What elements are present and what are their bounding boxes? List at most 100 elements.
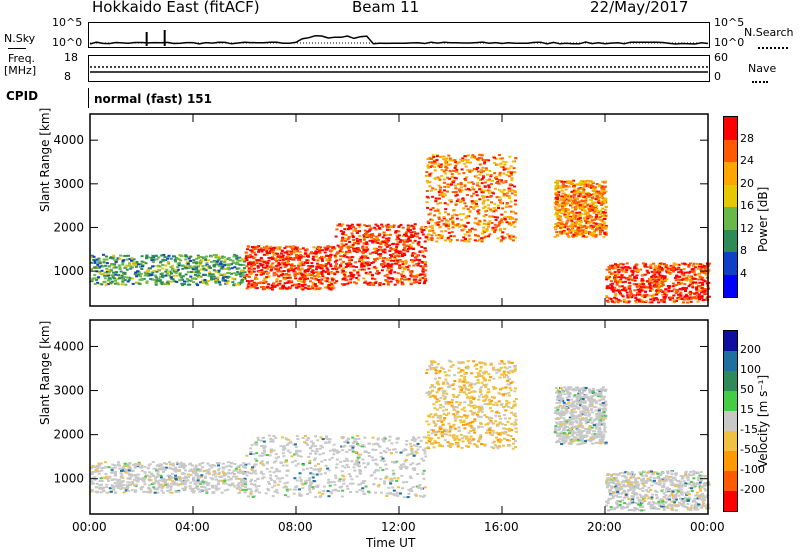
data-cell (93, 277, 97, 280)
data-cell (556, 208, 560, 211)
data-cell (192, 261, 196, 264)
data-cell (137, 263, 140, 266)
data-cell (117, 264, 121, 267)
data-cell (116, 486, 120, 489)
data-cell (225, 275, 228, 278)
data-cell (118, 485, 122, 488)
data-cell (422, 282, 426, 285)
data-cell (290, 253, 293, 256)
data-cell (592, 222, 596, 224)
data-cell (252, 264, 255, 267)
data-cell (602, 225, 606, 228)
data-cell (413, 231, 416, 233)
data-cell (271, 258, 275, 261)
data-cell (155, 469, 159, 472)
data-cell (229, 472, 233, 475)
data-cell (381, 260, 385, 263)
data-cell (591, 189, 595, 192)
data-cell (687, 264, 691, 267)
data-cell (443, 211, 447, 214)
data-cell (245, 265, 249, 268)
data-cell (572, 179, 576, 182)
data-cell (358, 234, 362, 237)
data-cell (273, 484, 277, 487)
data-cell (426, 165, 430, 168)
data-cell (205, 490, 209, 493)
data-cell (201, 479, 205, 482)
data-cell (167, 262, 171, 265)
data-cell (677, 298, 681, 300)
data-cell (133, 484, 136, 487)
data-cell (470, 195, 474, 198)
data-cell (589, 232, 593, 235)
data-cell (159, 464, 162, 467)
data-cell (498, 220, 502, 223)
data-cell (210, 273, 214, 276)
data-cell (604, 197, 608, 200)
data-cell (469, 206, 473, 208)
data-cell (188, 485, 192, 488)
data-cell (385, 228, 389, 231)
data-cell (109, 281, 113, 284)
data-cell (487, 225, 490, 228)
data-cell (573, 186, 576, 189)
data-cell (108, 487, 112, 490)
data-cell (318, 248, 321, 251)
data-cell (330, 278, 334, 281)
data-cell (620, 274, 624, 277)
data-cell (234, 469, 238, 472)
data-cell (98, 262, 102, 265)
data-cell (210, 278, 213, 281)
data-cell (591, 225, 595, 228)
data-cell (578, 214, 582, 216)
data-cell (307, 265, 311, 268)
data-cell (234, 467, 238, 470)
data-cell (118, 266, 122, 269)
data-cell (121, 263, 125, 266)
data-cell (466, 221, 470, 224)
data-cell (363, 445, 366, 448)
data-cell (95, 278, 99, 281)
data-cell (262, 271, 266, 274)
data-cell (90, 280, 94, 283)
data-cell (299, 255, 303, 258)
data-cell (342, 267, 345, 270)
data-cell (591, 201, 594, 204)
data-cell (185, 280, 189, 283)
data-cell (502, 168, 506, 171)
data-cell (345, 439, 349, 442)
data-cell (131, 282, 135, 285)
data-cell (114, 266, 118, 269)
data-cell (417, 436, 421, 439)
data-cell (269, 474, 273, 477)
data-cell (681, 286, 685, 289)
station-title: Hokkaido East (fitACF) (92, 0, 260, 16)
data-cell (291, 245, 295, 248)
data-cell (286, 495, 290, 498)
data-cell (159, 275, 162, 278)
data-cell (455, 170, 458, 173)
data-cell (684, 277, 688, 280)
data-cell (655, 293, 659, 296)
data-cell (459, 158, 463, 161)
data-cell (145, 280, 149, 283)
date-title: 22/May/2017 (590, 0, 689, 16)
data-cell (371, 234, 375, 237)
data-cell (609, 267, 613, 270)
data-cell (578, 217, 582, 220)
data-cell (158, 280, 162, 282)
data-cell (164, 466, 168, 469)
data-cell (410, 236, 414, 238)
data-cell (420, 487, 423, 490)
data-cell (409, 270, 413, 273)
data-cell (559, 218, 563, 221)
data-cell (415, 235, 419, 238)
data-cell (102, 261, 106, 264)
data-cell (564, 188, 568, 191)
data-cell (200, 259, 204, 262)
data-cell (601, 193, 605, 196)
data-cell (380, 223, 384, 226)
data-cell (93, 283, 97, 285)
data-cell (396, 272, 400, 275)
data-cell (487, 192, 491, 195)
